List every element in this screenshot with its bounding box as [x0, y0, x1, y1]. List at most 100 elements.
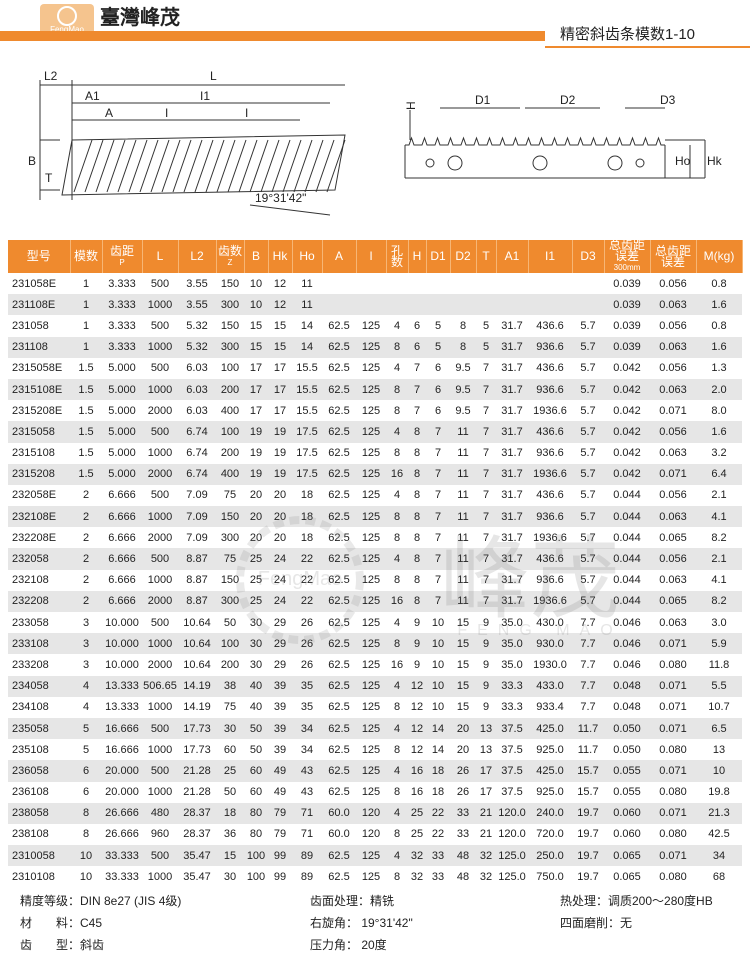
cell: 79 — [273, 828, 287, 841]
cell: 7 — [408, 378, 426, 401]
cell: 1936.6 — [533, 404, 567, 417]
cell-empty — [426, 294, 450, 316]
cell: 16 — [386, 463, 408, 485]
cell: 238108 — [12, 828, 49, 841]
cell: 8 — [413, 574, 421, 587]
cell: 7 — [413, 404, 421, 417]
spec-item: 齿面处理：精铣 — [310, 894, 395, 908]
cell: 500 — [150, 277, 170, 290]
tooth-line — [172, 139, 192, 193]
cell: 37.5 — [496, 760, 528, 782]
cell: 0.039 — [604, 336, 650, 358]
cell: 300 — [216, 590, 244, 612]
cell: 12 — [408, 675, 426, 697]
cell: 35 — [292, 675, 322, 697]
cell: 80 — [249, 828, 263, 841]
cell: 25 — [410, 828, 424, 841]
cell: 4.1 — [711, 574, 727, 587]
cell: 8 — [459, 319, 467, 332]
column-header: I1 — [528, 240, 573, 273]
cell: 3.55 — [178, 294, 216, 316]
cell: 62.5 — [322, 717, 356, 740]
cell: 28.37 — [183, 828, 211, 841]
column-header: 孔数 — [386, 240, 409, 273]
dim-label: T — [45, 171, 53, 185]
cell: 500 — [142, 760, 178, 782]
cell: 16 — [390, 658, 404, 671]
cell: 0.044 — [604, 548, 650, 570]
cell: 29 — [273, 616, 287, 629]
cell: 1936.6 — [533, 531, 567, 544]
cell: 22 — [292, 590, 322, 612]
cell: 22 — [426, 802, 450, 824]
cell: 7 — [482, 447, 490, 460]
cell: 9 — [476, 675, 496, 697]
cell: 125 — [356, 336, 386, 358]
cell: 436.6 — [536, 489, 564, 502]
cell: 3 — [82, 616, 90, 629]
cell: 15 — [456, 658, 470, 671]
cell: 7.09 — [186, 489, 208, 502]
cell: 2315108 — [12, 447, 55, 460]
tooth-line — [293, 139, 313, 193]
cell: 936.6 — [536, 574, 564, 587]
cell: 0.055 — [604, 760, 650, 782]
cell: 22 — [300, 574, 314, 587]
cell: 18 — [300, 531, 314, 544]
cell: 60 — [249, 786, 263, 799]
cell: 0.071 — [650, 802, 696, 824]
table-row: 231058 1 3.333 500 5.32 150 15 15 14 62.5 125 4 6 5 8 5… — [8, 315, 742, 336]
cell: 8 — [82, 828, 90, 841]
cell: 0.056 — [659, 319, 687, 332]
cell: 25 — [244, 590, 268, 612]
cell: 125 — [356, 675, 386, 697]
cell: 960 — [150, 828, 170, 841]
cell: 1000 — [142, 506, 178, 528]
table-row: 2310108 10 33.333 1000 35.47 30 100 99 89 62.5 125… — [8, 866, 742, 887]
cell: 19 — [268, 421, 292, 443]
cell: 1.5 — [78, 447, 94, 460]
cell: 120.0 — [496, 802, 528, 824]
cell: 8.0 — [711, 404, 727, 417]
cell: 125.0 — [496, 845, 528, 867]
cell: 10.64 — [183, 616, 211, 629]
cell: 5.7 — [572, 548, 604, 570]
cell: 235108 — [12, 743, 49, 756]
hole — [447, 155, 463, 171]
cell: 1936.6 — [528, 590, 572, 612]
cell: 0.071 — [650, 633, 696, 655]
cell: 24 — [268, 590, 292, 612]
cell: 15 — [249, 319, 263, 332]
dim-label: H — [404, 101, 418, 110]
cell-empty — [476, 273, 496, 294]
column-header: 总齿距误差 300mm — [604, 239, 651, 273]
cell: 2315108E — [8, 378, 70, 401]
cell: 15.5 — [292, 378, 322, 401]
cell: 50 — [249, 743, 263, 756]
cell: 32 — [410, 870, 424, 883]
cell: 936.6 — [528, 336, 572, 358]
cell: 28.37 — [178, 802, 216, 824]
spec-item: 材 料：C45 — [20, 916, 103, 930]
cell: 925.0 — [536, 743, 564, 756]
cell-empty — [426, 273, 450, 294]
angle-line — [249, 204, 331, 216]
cell: 125 — [356, 548, 386, 570]
cell: 11 — [450, 421, 476, 443]
cell: 13 — [479, 743, 493, 756]
cell: 19 — [244, 421, 268, 443]
cell: 6.03 — [178, 378, 216, 401]
cell: 39 — [268, 717, 292, 740]
cell: 2.0 — [696, 378, 742, 401]
cell: 125.0 — [498, 870, 526, 883]
dim-label: A1 — [85, 89, 100, 103]
cell: 39 — [273, 701, 287, 714]
cell: 125 — [356, 760, 386, 782]
cell: 7 — [426, 590, 450, 612]
cell: 150 — [220, 574, 240, 587]
cell: 11.8 — [708, 658, 730, 671]
cell: 0.042 — [613, 362, 641, 375]
cell: 0.042 — [604, 463, 650, 485]
column-header: Ho — [292, 240, 323, 273]
cell: 231058 — [12, 319, 49, 332]
